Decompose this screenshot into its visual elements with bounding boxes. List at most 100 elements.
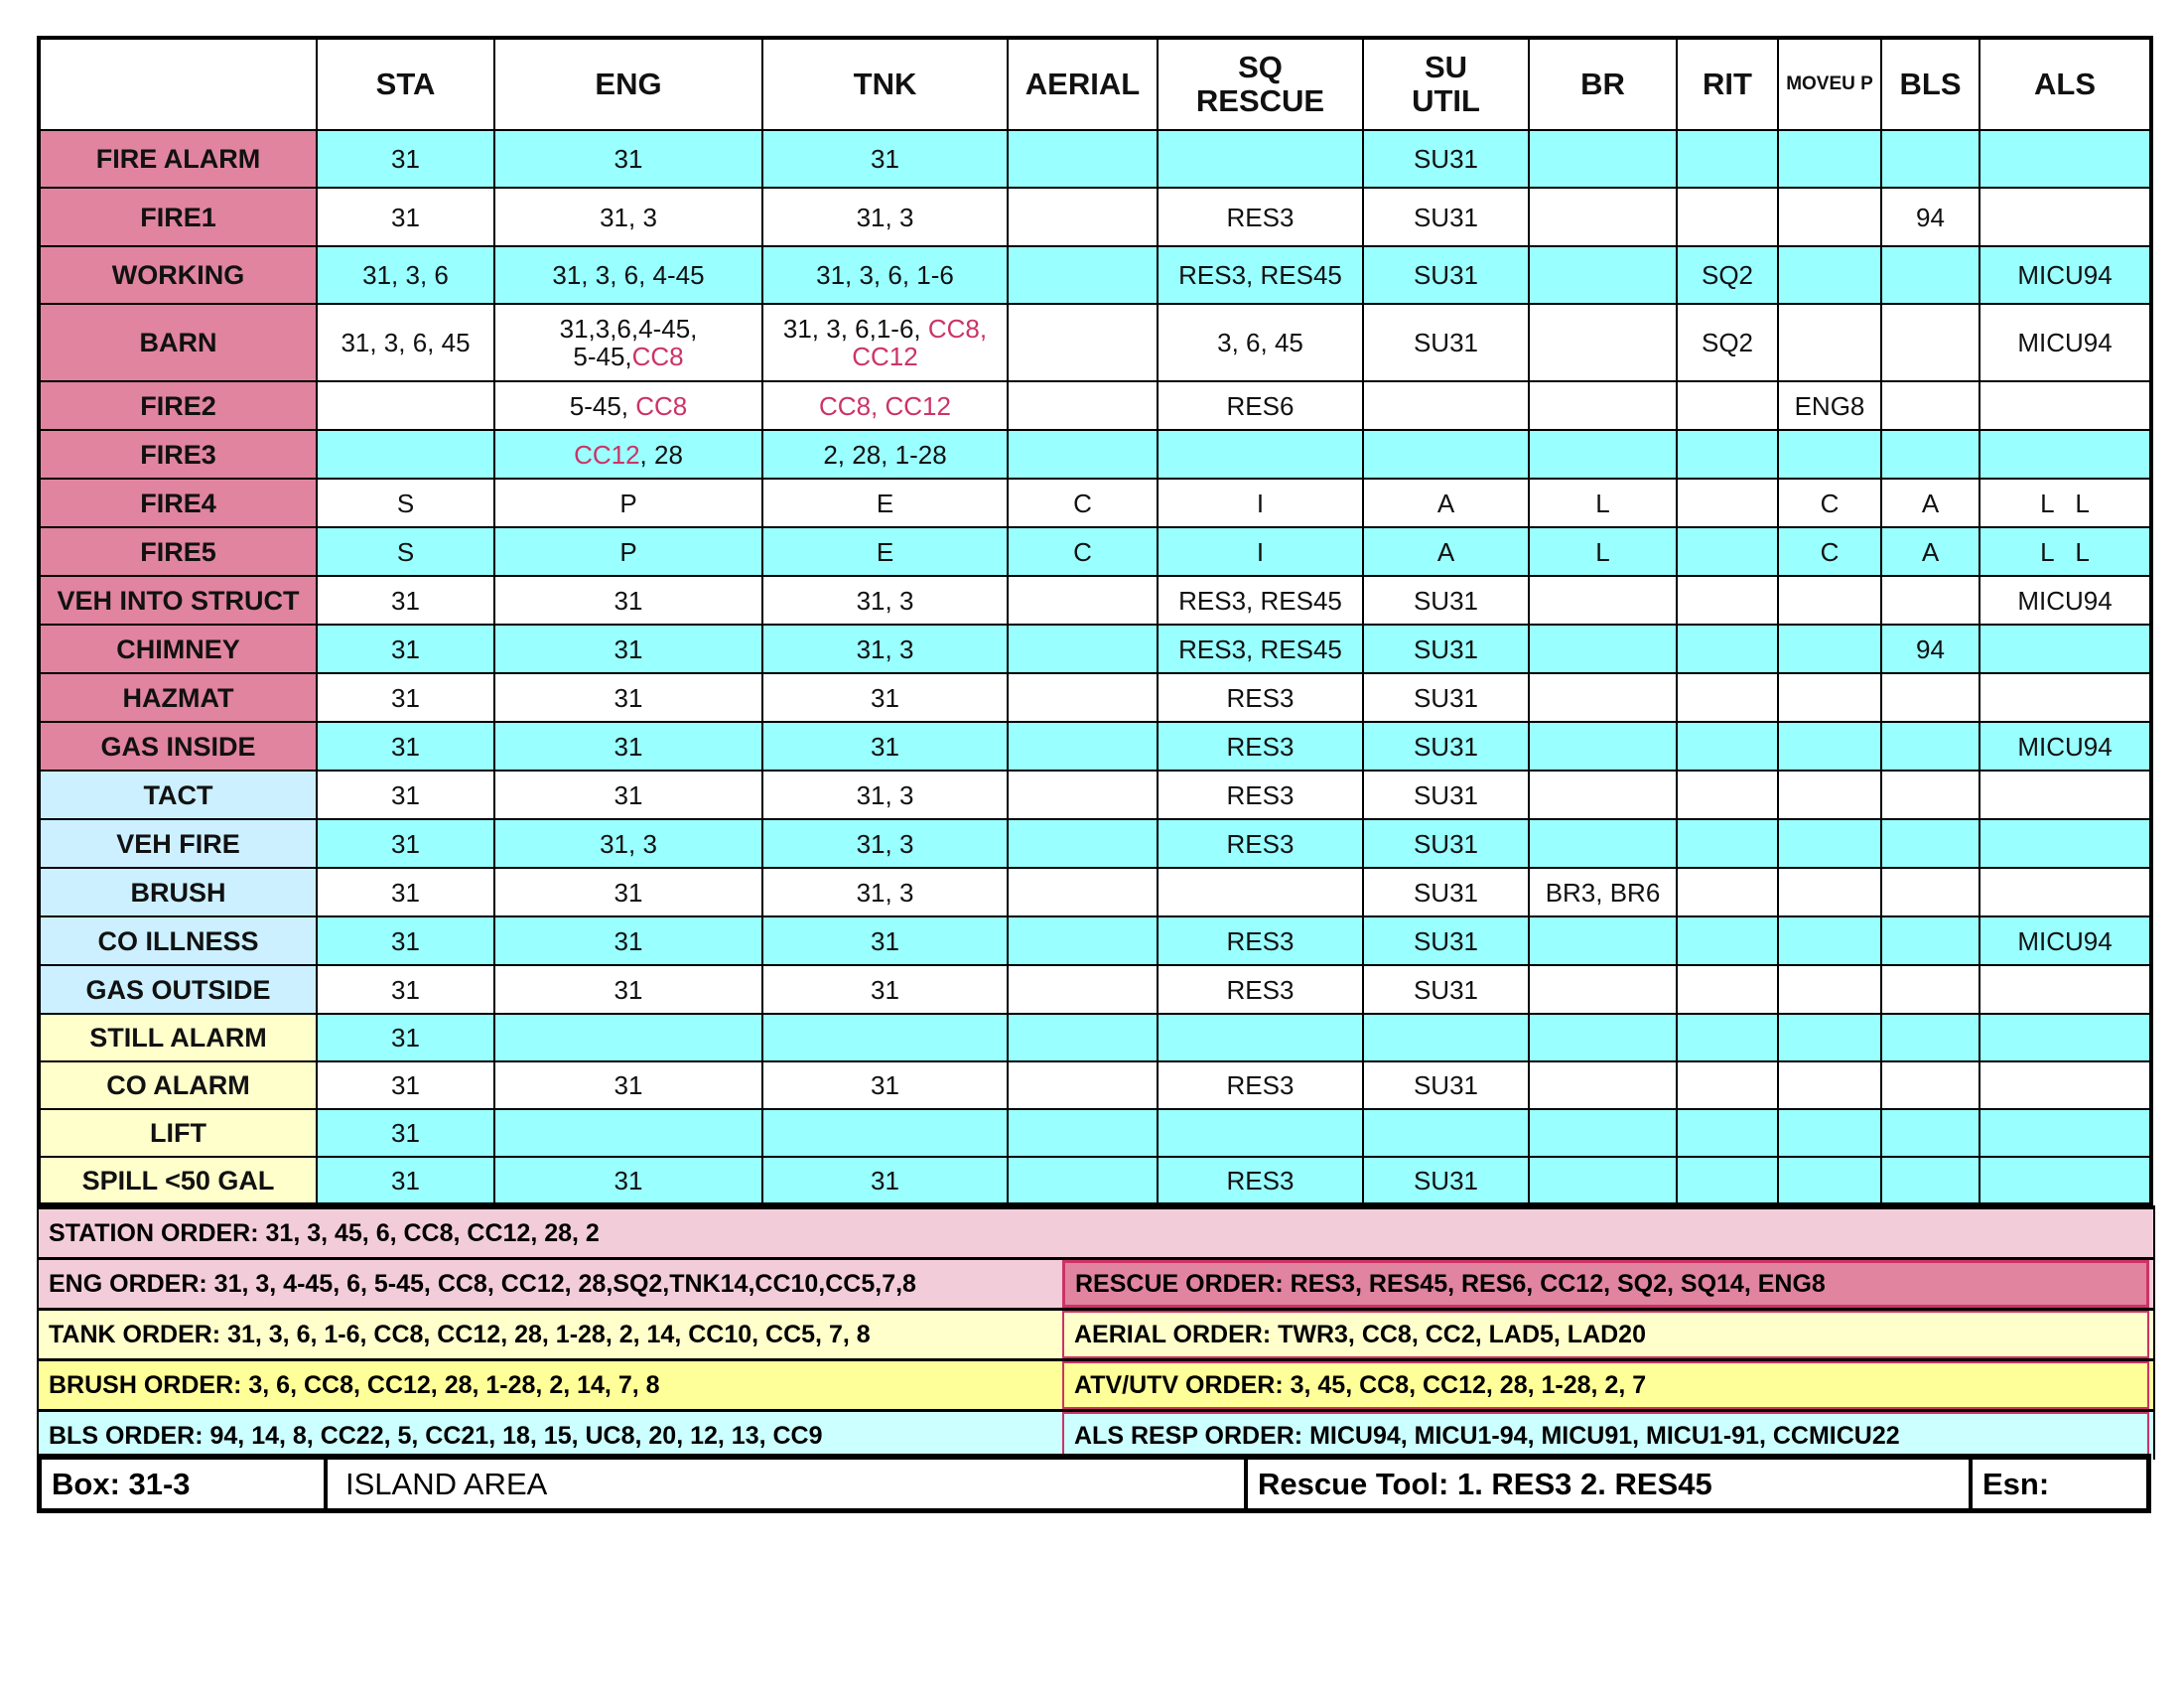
assignment-cell (1007, 1156, 1159, 1205)
call-type-label: GAS OUTSIDE (38, 964, 318, 1015)
assignment-cell (1979, 1060, 2152, 1110)
assignment-cell: 31 (761, 672, 1009, 723)
assignment-cell (1880, 770, 1980, 820)
assignment-cell (1007, 380, 1159, 431)
aerial-order: AERIAL ORDER: TWR3, CC8, CC2, LAD5, LAD2… (1062, 1311, 2149, 1358)
assignment-cell (1880, 672, 1980, 723)
column-header: BR (1528, 37, 1678, 131)
assignment-cell: SU31 (1362, 245, 1530, 305)
assignment-cell (1362, 1013, 1530, 1062)
assignment-cell: C (1777, 526, 1882, 577)
assignment-cell (493, 1108, 763, 1158)
assignment-cell (1777, 818, 1882, 869)
assignment-cell: SU31 (1362, 818, 1530, 869)
assignment-cell (1979, 1108, 2152, 1158)
assignment-cell (1777, 1156, 1882, 1205)
column-header: SQ RESCUE (1157, 37, 1364, 131)
assignment-cell: RES3, RES45 (1157, 575, 1364, 626)
assignment-cell (1979, 770, 2152, 820)
assignment-cell: 31 (316, 1013, 495, 1062)
assignment-cell: 31 (316, 818, 495, 869)
call-type-label: STILL ALARM (38, 1013, 318, 1062)
assignment-cell: 31 (316, 575, 495, 626)
assignment-cell: MICU94 (1979, 575, 2152, 626)
call-type-label: VEH FIRE (38, 818, 318, 869)
assignment-cell (1676, 867, 1779, 917)
assignment-cell: A (1880, 526, 1980, 577)
assignment-text: 5-45, (569, 390, 636, 421)
assignment-cell: MICU94 (1979, 303, 2152, 382)
eng-order: ENG ORDER: 31, 3, 4-45, 6, 5-45, CC8, CC… (49, 1269, 916, 1298)
assignment-cell (1676, 1060, 1779, 1110)
assignment-cell (1979, 129, 2152, 189)
assignment-cell (1777, 129, 1882, 189)
tank-order: TANK ORDER: 31, 3, 6, 1-6, CC8, CC12, 28… (49, 1320, 871, 1348)
assignment-cell (1777, 1060, 1882, 1110)
table-row: WORKING 31, 3, 6 31, 3, 6, 4-45 31, 3, 6, 1… (38, 245, 2152, 305)
column-header: SU UTIL (1362, 37, 1530, 131)
assignment-cell (1979, 964, 2152, 1015)
table-row: CHIMNEY 31 31 31, 3 RES3, RES45 SU31 94 (38, 624, 2152, 674)
assignment-cell: SU31 (1362, 867, 1530, 917)
assignment-cell: E (761, 526, 1009, 577)
assignment-cell (1777, 303, 1882, 382)
assignment-cell (1007, 915, 1159, 966)
call-type-label: FIRE5 (38, 526, 318, 577)
assignment-cell (1007, 129, 1159, 189)
assignment-cell (1979, 672, 2152, 723)
assignment-cell: S (316, 526, 495, 577)
assignment-cell (1979, 187, 2152, 247)
assignment-cell (1676, 380, 1779, 431)
assignment-cell: L L (1979, 526, 2152, 577)
assignment-cell (1676, 770, 1779, 820)
assignment-cell: SU31 (1362, 187, 1530, 247)
assignment-cell (1676, 478, 1779, 528)
assignment-cell (1528, 770, 1678, 820)
table-row: FIRE1 31 31, 3 31, 3 RES3 SU31 94 (38, 187, 2152, 247)
call-type-label: HAZMAT (38, 672, 318, 723)
assignment-cell (1528, 721, 1678, 772)
call-type-label: WORKING (38, 245, 318, 305)
assignment-cell: 31 (316, 770, 495, 820)
assignment-cell (1362, 380, 1530, 431)
assignment-cell (1528, 915, 1678, 966)
assignment-cell: SU31 (1362, 672, 1530, 723)
assignment-cell (1880, 915, 1980, 966)
assignment-cell (1157, 1108, 1364, 1158)
assignment-cell (1007, 721, 1159, 772)
table-row: FIRE ALARM 31 31 31 SU31 (38, 129, 2152, 189)
assignment-cell: SQ2 (1676, 245, 1779, 305)
assignment-cell (1880, 964, 1980, 1015)
assignment-cell: 31 (316, 915, 495, 966)
assignment-cell: 31 (316, 672, 495, 723)
assignment-cell (1676, 964, 1779, 1015)
assignment-cell (1528, 964, 1678, 1015)
assignment-cell: 2, 28, 1-28 (761, 429, 1009, 480)
assignment-cell: 31, 3, 6, 1-6 (761, 245, 1009, 305)
als-resp-order: ALS RESP ORDER: MICU94, MICU1-94, MICU91… (1062, 1412, 2149, 1460)
assignment-cell: 31 (316, 1060, 495, 1110)
assignment-cell: SU31 (1362, 575, 1530, 626)
assignment-cell: 31 (316, 1108, 495, 1158)
assignment-cell (1528, 380, 1678, 431)
assignment-text: CC12 (574, 439, 640, 470)
assignment-cell (1676, 818, 1779, 869)
assignment-cell (1979, 624, 2152, 674)
assignment-cell: SU31 (1362, 1156, 1530, 1205)
assignment-cell: 31 (493, 964, 763, 1015)
assignment-cell: 31 (316, 721, 495, 772)
assignment-cell: I (1157, 526, 1364, 577)
assignment-cell (1362, 1108, 1530, 1158)
assignment-cell: P (493, 526, 763, 577)
assignment-cell (1676, 129, 1779, 189)
assignment-cell (1979, 818, 2152, 869)
assignment-cell: 31 (316, 1156, 495, 1205)
call-type-label: BARN (38, 303, 318, 382)
assignment-cell: C (1007, 526, 1159, 577)
assignment-cell: 31 (493, 1060, 763, 1110)
assignment-text: CC8 (635, 390, 688, 421)
assignment-cell: I (1157, 478, 1364, 528)
assignment-cell (1777, 187, 1882, 247)
assignment-cell (1880, 380, 1980, 431)
assignment-cell: 31, 3, 6, 45 (316, 303, 495, 382)
